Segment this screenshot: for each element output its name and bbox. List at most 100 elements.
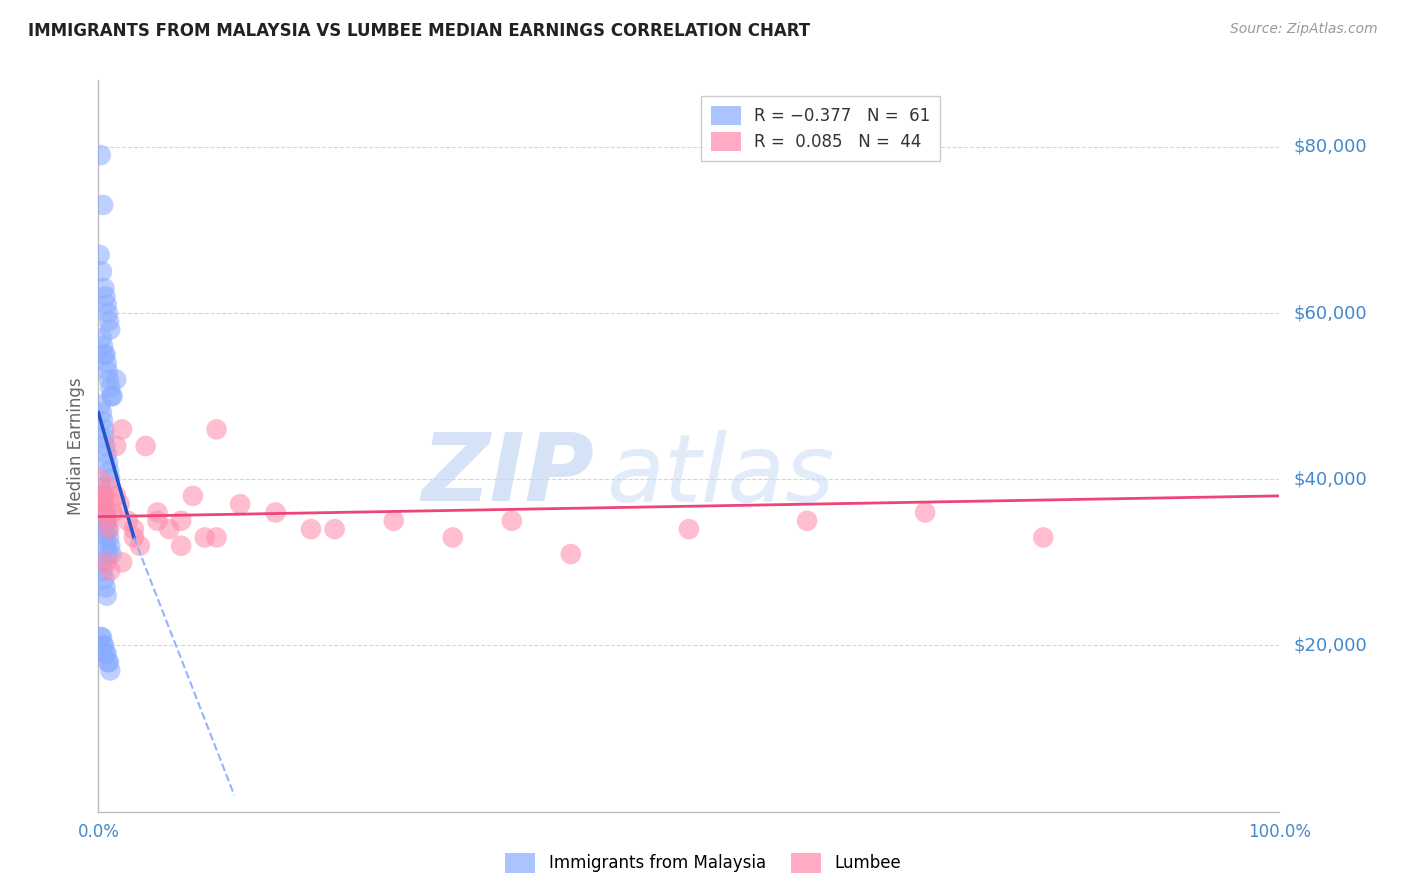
Point [94, 514, 117, 528]
Text: atlas: atlas [606, 430, 835, 521]
Point [94, 439, 117, 453]
Point [100, 547, 122, 561]
Point [194, 530, 217, 544]
Point [96, 447, 118, 461]
Point [98, 381, 121, 395]
Point [323, 522, 346, 536]
Point [229, 497, 252, 511]
Point [91, 339, 114, 353]
Point [157, 522, 180, 536]
Point [105, 489, 128, 503]
Point [97, 522, 120, 536]
Point [98, 314, 121, 328]
Point [98, 464, 121, 478]
Point [97, 456, 120, 470]
Point [90, 497, 112, 511]
Point [101, 389, 124, 403]
Point [93, 572, 115, 586]
Point [96, 589, 118, 603]
Point [91, 331, 114, 345]
Point [205, 530, 228, 544]
Point [170, 514, 193, 528]
Point [93, 422, 115, 436]
Point [796, 514, 818, 528]
Point [91, 489, 114, 503]
Point [93, 281, 115, 295]
Point [299, 522, 322, 536]
Text: $40,000: $40,000 [1294, 470, 1367, 488]
Point [205, 422, 228, 436]
Point [97, 655, 120, 669]
Point [98, 530, 121, 544]
Point [98, 522, 121, 536]
Point [94, 348, 117, 362]
Point [98, 655, 121, 669]
Point [93, 506, 115, 520]
Point [105, 372, 128, 386]
Point [678, 522, 700, 536]
Point [93, 639, 115, 653]
Point [146, 514, 169, 528]
Point [94, 580, 117, 594]
Point [94, 289, 117, 303]
Point [91, 264, 114, 278]
Point [441, 530, 464, 544]
Point [98, 472, 121, 486]
Point [89, 248, 111, 262]
Point [91, 489, 114, 503]
Point [94, 647, 117, 661]
Legend: Immigrants from Malaysia, Lumbee: Immigrants from Malaysia, Lumbee [499, 847, 907, 880]
Y-axis label: Median Earnings: Median Earnings [67, 377, 86, 515]
Point [90, 481, 112, 495]
Text: $80,000: $80,000 [1294, 137, 1367, 156]
Point [91, 497, 114, 511]
Point [96, 506, 118, 520]
Text: $20,000: $20,000 [1294, 637, 1367, 655]
Point [97, 306, 120, 320]
Point [122, 530, 145, 544]
Point [98, 481, 121, 495]
Point [94, 555, 117, 569]
Text: IMMIGRANTS FROM MALAYSIA VS LUMBEE MEDIAN EARNINGS CORRELATION CHART: IMMIGRANTS FROM MALAYSIA VS LUMBEE MEDIA… [28, 22, 810, 40]
Point [181, 489, 204, 503]
Text: $60,000: $60,000 [1294, 304, 1367, 322]
Point [94, 506, 117, 520]
Point [97, 364, 120, 378]
Point [97, 547, 120, 561]
Point [91, 497, 114, 511]
Point [93, 348, 115, 362]
Point [90, 472, 112, 486]
Legend: R = −0.377   N =  61, R =  0.085   N =  44: R = −0.377 N = 61, R = 0.085 N = 44 [700, 96, 941, 161]
Point [93, 489, 115, 503]
Point [98, 664, 121, 678]
Point [93, 522, 115, 536]
Point [101, 506, 124, 520]
Point [98, 323, 121, 337]
Point [1032, 530, 1054, 544]
Point [105, 439, 128, 453]
Point [91, 555, 114, 569]
Point [560, 547, 582, 561]
Point [117, 514, 139, 528]
Point [94, 530, 117, 544]
Point [91, 514, 114, 528]
Point [170, 539, 193, 553]
Point [128, 539, 150, 553]
Point [96, 356, 118, 370]
Point [90, 397, 112, 411]
Point [111, 555, 134, 569]
Point [111, 422, 134, 436]
Point [264, 506, 287, 520]
Point [96, 514, 118, 528]
Point [91, 198, 114, 212]
Point [96, 539, 118, 553]
Text: Source: ZipAtlas.com: Source: ZipAtlas.com [1230, 22, 1378, 37]
Point [100, 389, 122, 403]
Point [122, 522, 145, 536]
Point [501, 514, 523, 528]
Point [96, 647, 118, 661]
Point [96, 298, 118, 312]
Point [98, 372, 121, 386]
Point [98, 539, 121, 553]
Point [91, 414, 114, 428]
